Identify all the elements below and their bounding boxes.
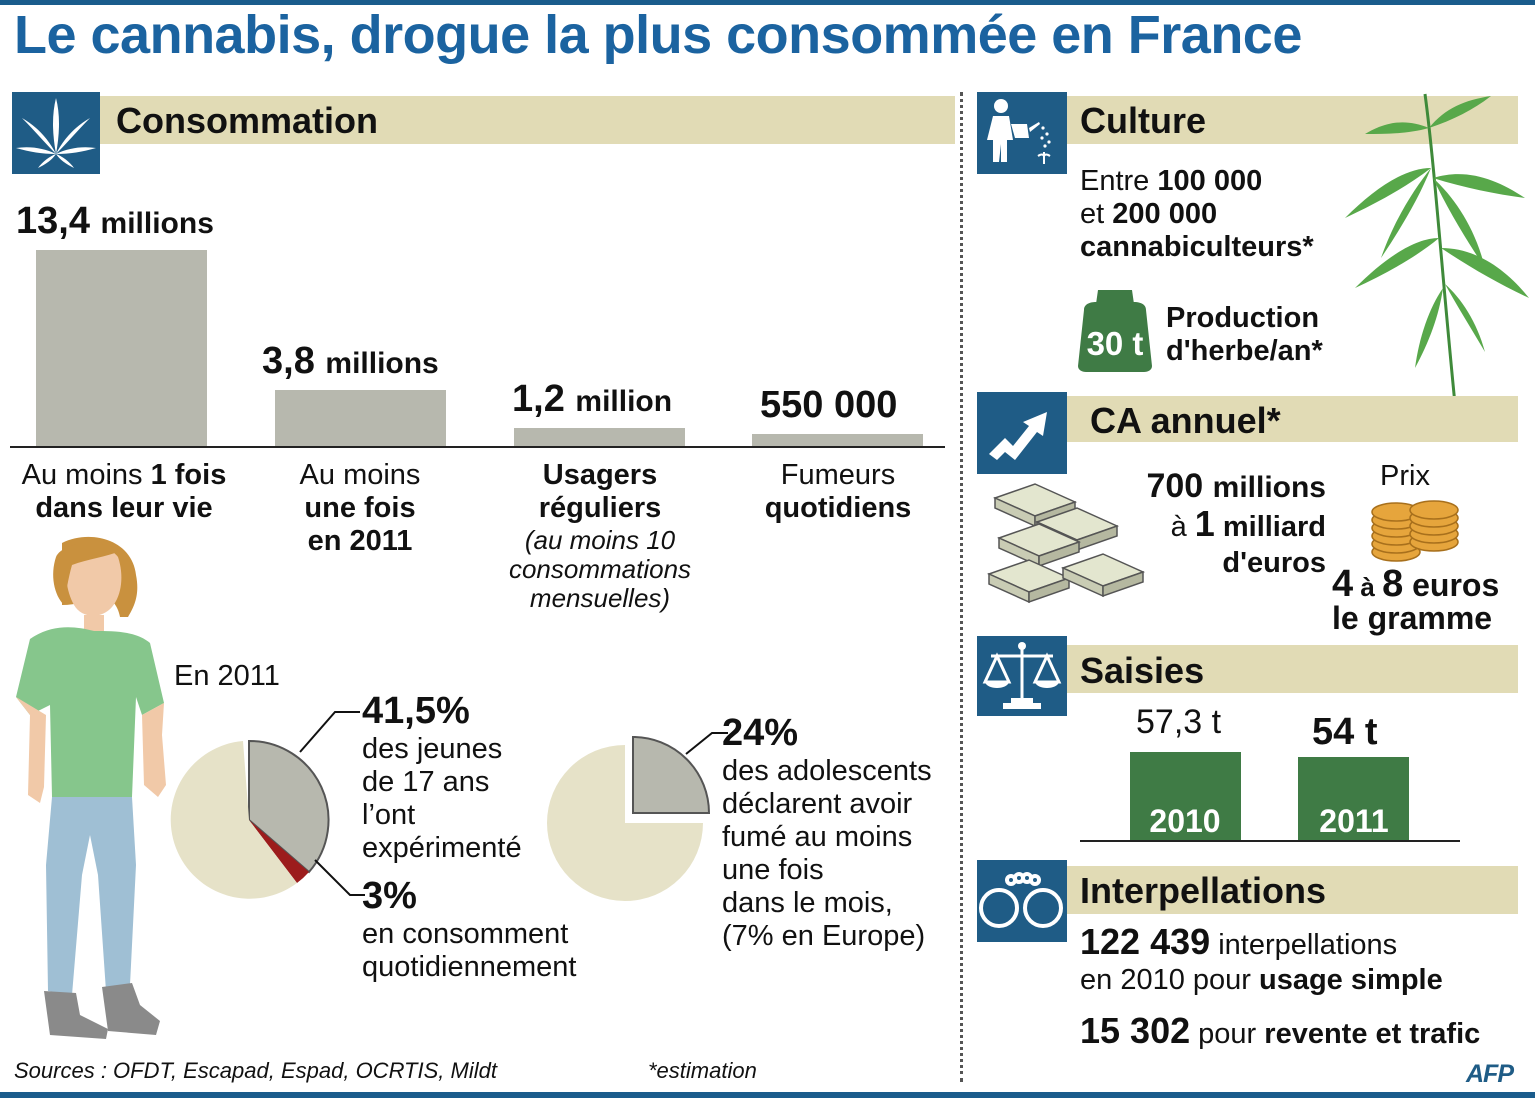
- value-label-once-in-life: 13,4 millions: [16, 200, 214, 242]
- pie1-sub-line1: en consomment: [362, 918, 569, 950]
- pie2-line1: des adolescents: [722, 755, 932, 787]
- pie2-line4: une fois: [722, 854, 824, 886]
- coins-icon: [1368, 494, 1463, 564]
- saisies-year-2011: 2011: [1319, 803, 1389, 839]
- pie1-sub-annotation: 3% en consomment quotidiennement: [362, 875, 576, 984]
- pie2-pct: 24%: [722, 712, 799, 754]
- pie1-main-line3: l’ont: [362, 799, 416, 831]
- pie1-slice-daily: [249, 820, 309, 883]
- interpellations-line2: en 2010 pour usage simple: [1080, 964, 1443, 996]
- consommation-bar-chart: 13,4 millions 3,8 millions 1,2 million 5…: [0, 0, 960, 460]
- culture-line2: et 200 000: [1080, 198, 1218, 230]
- price-line1: 4 à 8 euros: [1332, 563, 1500, 605]
- afp-logo: AFP: [1466, 1060, 1514, 1088]
- pie1-main-line2: de 17 ans: [362, 766, 490, 798]
- value-label-once-2011: 3,8 millions: [262, 340, 439, 382]
- production-line2: d'herbe/an*: [1166, 335, 1323, 367]
- column-divider: [960, 92, 963, 1082]
- bar-once-2011: [275, 390, 446, 446]
- pie1-sub-line2: quotidiennement: [362, 951, 577, 983]
- scales-of-justice-icon: [977, 636, 1067, 716]
- pie1-main-line4: expérimenté: [362, 832, 522, 864]
- weight-value: 30 t: [1086, 325, 1144, 362]
- bar-regular-users: [514, 428, 685, 446]
- bar-daily-smokers: [752, 434, 923, 446]
- rising-arrow-icon: [977, 392, 1067, 474]
- weight-icon: [1076, 286, 1154, 372]
- pie2-annotation: 24% des adolescents déclarent avoir fumé…: [722, 712, 932, 953]
- interpellations-heading: Interpellations: [1080, 870, 1327, 911]
- saisies-value-2010: 57,3 t: [1136, 703, 1222, 741]
- price-line2: le gramme: [1332, 600, 1493, 636]
- pie2-line3: fumé au moins: [722, 821, 913, 853]
- chart-baseline: [10, 446, 945, 448]
- saisies-band: [1066, 645, 1518, 693]
- regular-users-note: (au moins 10 consommations mensuelles): [508, 525, 692, 613]
- saisies-baseline: [1080, 840, 1460, 842]
- category-label-regular-users: Usagers réguliers (au moins 10 consommati…: [500, 459, 700, 613]
- pie2-slice-24pct: [632, 735, 711, 814]
- culture-heading: Culture: [1080, 100, 1206, 141]
- pie1-main-annotation: 41,5% des jeunes de 17 ans l’ont expérim…: [362, 690, 522, 865]
- category-label-once-2011: Au moins une fois en 2011: [299, 459, 421, 557]
- interpellations-line1: 122 439 interpellations: [1080, 921, 1398, 962]
- estimation-note: *estimation: [648, 1058, 757, 1083]
- ca-amount-line2: à 1 milliard: [1170, 503, 1326, 544]
- value-label-daily-smokers: 550 000: [760, 384, 898, 426]
- pie-chart-17-year-olds: [164, 735, 334, 905]
- year-label-2011: En 2011: [174, 660, 280, 692]
- pie1-main-pct: 41,5%: [362, 690, 470, 732]
- teenager-illustration: [10, 535, 175, 1055]
- value-label-regular-users: 1,2 million: [512, 378, 673, 420]
- saisies-heading: Saisies: [1080, 650, 1205, 691]
- bottom-rule: [0, 1092, 1535, 1098]
- production-line1: Production: [1166, 302, 1320, 334]
- top-rule: [0, 0, 1535, 5]
- pie2-line6: (7% en Europe): [722, 920, 926, 952]
- saisies-value-2011: 54 t: [1312, 711, 1378, 753]
- gardener-watering-icon: [977, 92, 1067, 174]
- pie1-slice-experimented: [248, 739, 330, 874]
- pie1-main-line1: des jeunes: [362, 733, 503, 765]
- saisies-year-2010: 2010: [1149, 803, 1221, 839]
- pie2-slice-rest: [547, 745, 703, 901]
- pie-chart-adolescents: [545, 733, 720, 908]
- page-title: Le cannabis, drogue la plus consommée en…: [14, 5, 1302, 65]
- ca-heading: CA annuel*: [1090, 400, 1281, 441]
- sources-text: Sources : OFDT, Escapad, Espad, OCRTIS, …: [14, 1058, 497, 1083]
- interpellations-band: [1066, 866, 1518, 914]
- interpellations-line3: 15 302 pour revente et trafic: [1080, 1010, 1481, 1051]
- consommation-heading: Consommation: [116, 100, 379, 141]
- bar-once-in-life: [36, 250, 207, 446]
- cannabis-plant-illustration: [1325, 88, 1535, 428]
- category-label-daily-smokers: Fumeurs quotidiens: [764, 459, 912, 524]
- pie2-line5: dans le mois,: [722, 887, 893, 919]
- consommation-band: [100, 96, 955, 144]
- price-label: Prix: [1380, 460, 1430, 492]
- pie2-line2: déclarent avoir: [722, 788, 913, 820]
- handcuffs-icon: [977, 860, 1067, 942]
- pie1-sub-pct: 3%: [362, 875, 417, 917]
- category-label-once-in-life: Au moins 1 fois dans leur vie: [21, 459, 227, 524]
- pie1-slice-rest: [170, 741, 297, 899]
- banknotes-illustration: [985, 478, 1150, 618]
- ca-amount-line1: 700 millions: [1146, 467, 1326, 505]
- ca-amount: 700 millions à 1 milliard d'euros: [1112, 468, 1326, 581]
- ca-amount-line3: d'euros: [1222, 547, 1326, 579]
- culture-line1: Entre 100 000: [1080, 165, 1263, 197]
- ca-band: [1066, 396, 1518, 442]
- cannabis-leaf-icon: [12, 92, 100, 174]
- culture-line3: cannabiculteurs*: [1080, 231, 1314, 263]
